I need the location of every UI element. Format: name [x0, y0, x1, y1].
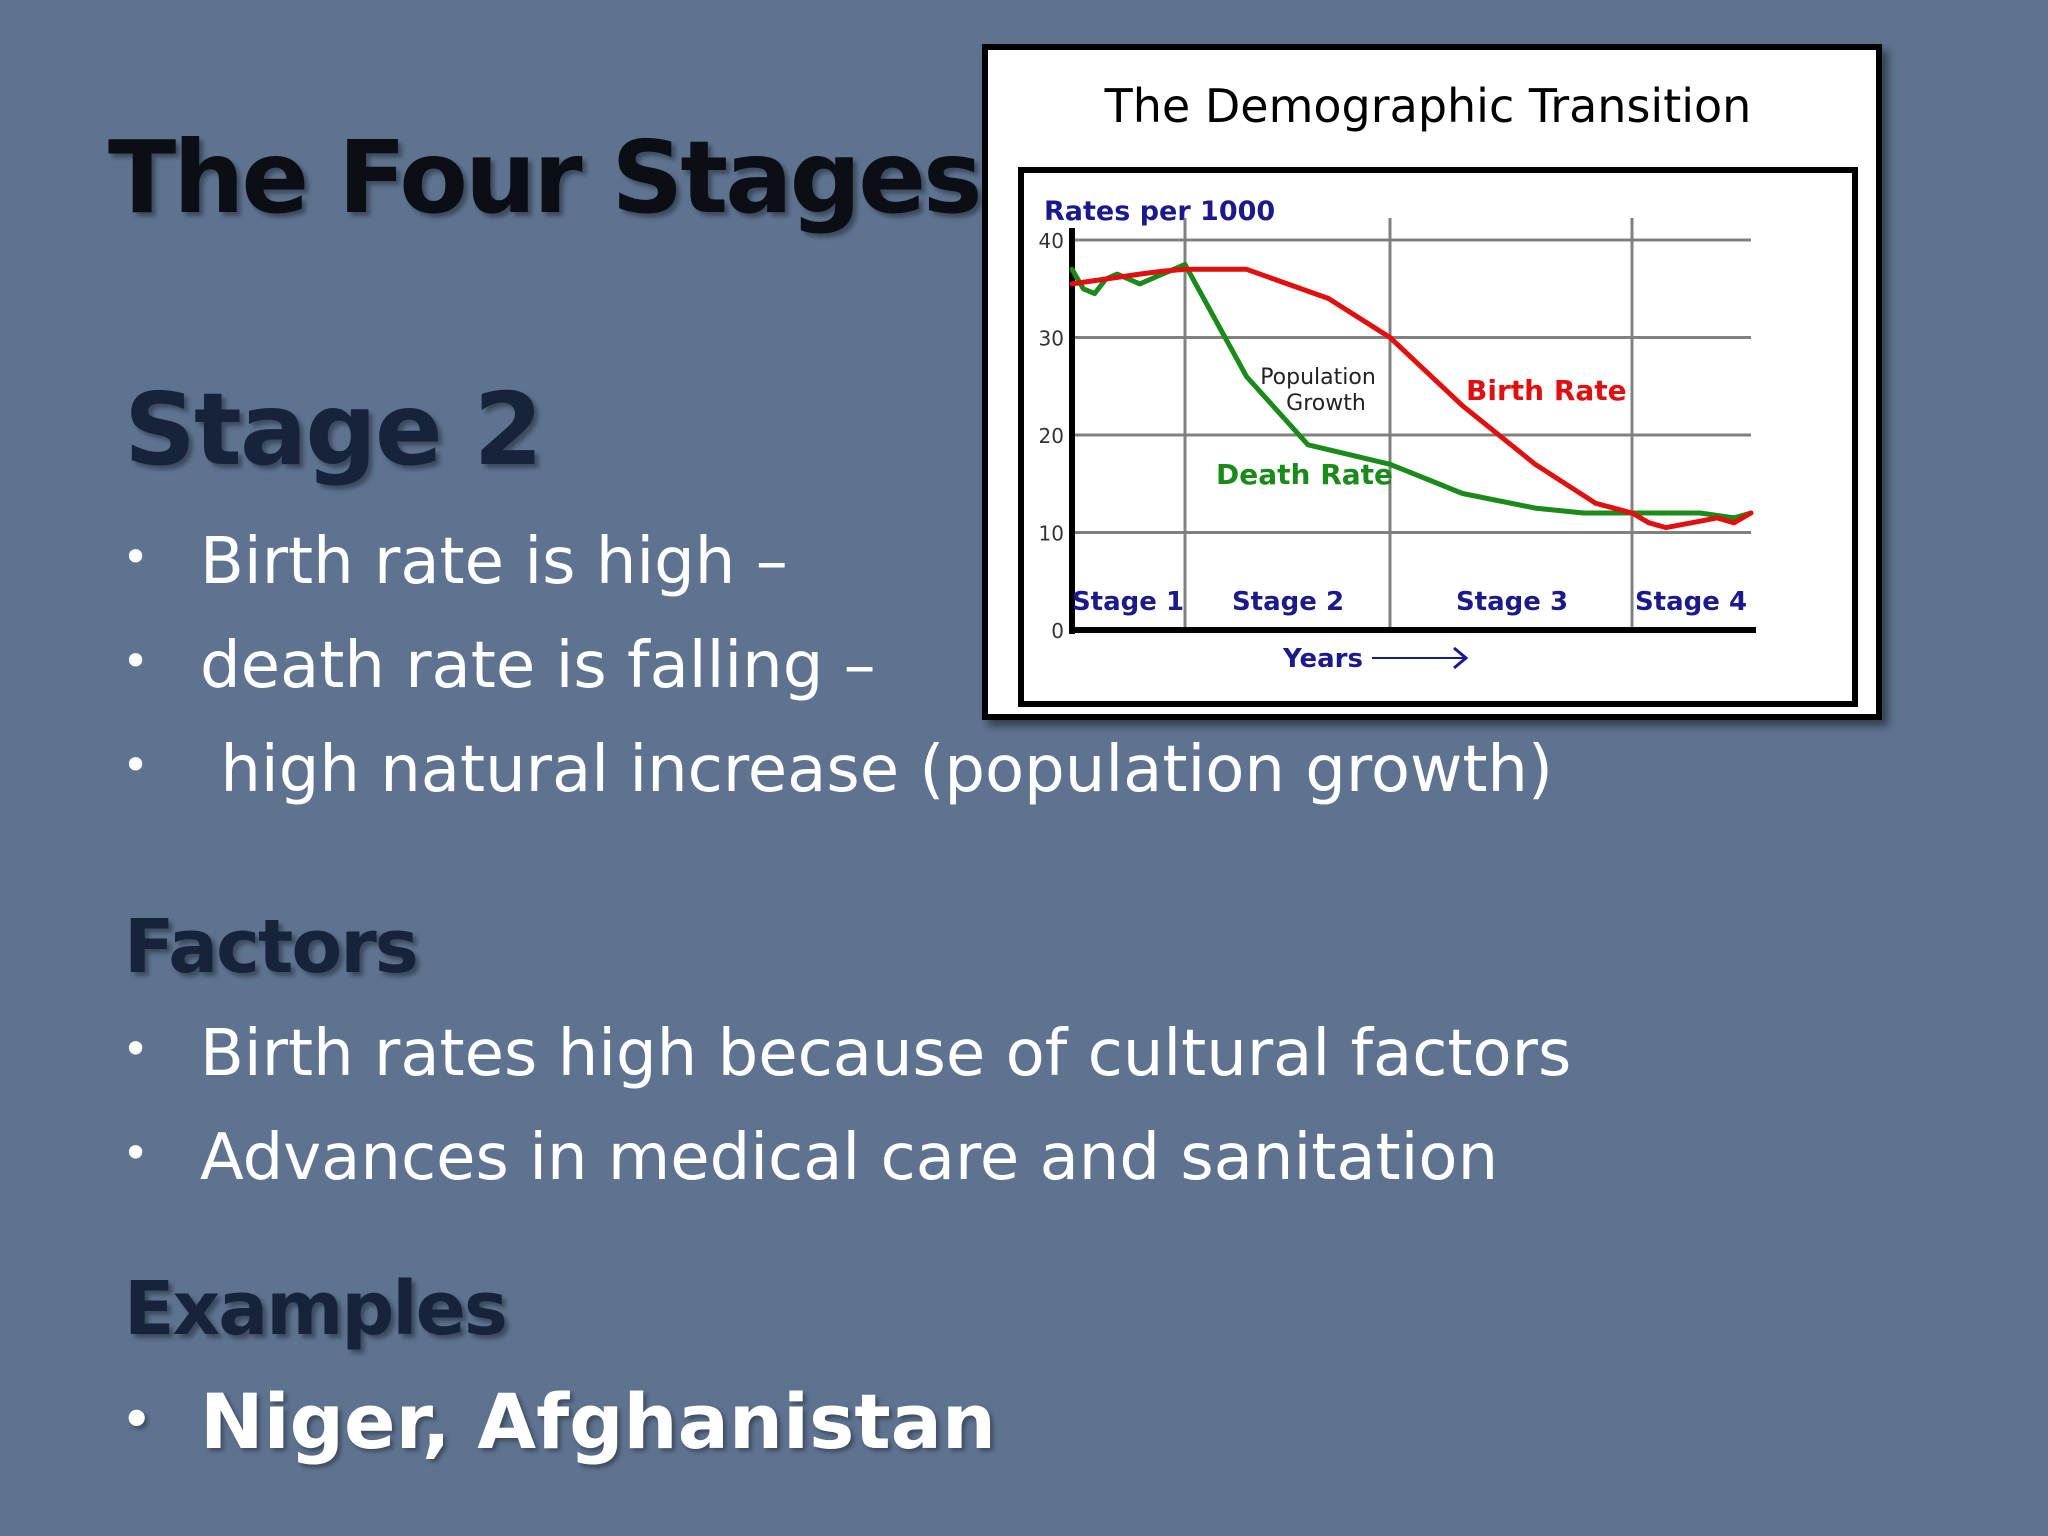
population-growth-label-line2: Growth [1286, 391, 1366, 416]
series-line-birth-rate [1069, 266, 1754, 531]
y-tick-label: 20 [1039, 424, 1064, 448]
examples-bullet-1: • Niger, Afghanistan [122, 1384, 996, 1460]
factors-bullet-1: • Birth rates high because of cultural fa… [122, 1022, 1571, 1086]
population-growth-label-line1: Population [1260, 365, 1376, 390]
stage-bullet-3: • high natural increase (population grow… [122, 738, 1553, 802]
bullet-text: Niger, Afghanistan [200, 1377, 997, 1466]
y-tick-label: 10 [1039, 522, 1064, 546]
birth-rate-label: Birth Rate [1466, 374, 1627, 407]
y-axis-label: Rates per 1000 [1044, 196, 1275, 227]
demographic-transition-chart: The Demographic Transition Rates per 100… [982, 44, 1882, 720]
stage-label-4: Stage 4 [1635, 587, 1747, 617]
stage-bullet-2: • death rate is falling – [122, 634, 876, 698]
stage-label-2: Stage 2 [1232, 587, 1344, 617]
y-tick-label: 30 [1039, 327, 1064, 351]
chart-inner-frame [1018, 167, 1858, 707]
death-rate-label: Death Rate [1216, 458, 1393, 491]
bullet-text: Birth rates high because of cultural fac… [200, 1017, 1572, 1091]
bullet-glyph: • [122, 738, 150, 793]
bullet-text: high natural increase (population growth… [200, 733, 1553, 807]
chart-title: The Demographic Transition [1104, 79, 1752, 133]
bullet-glyph: • [122, 1126, 150, 1181]
factors-heading: Factors [124, 904, 419, 990]
label-layer: 0 10 20 30 40 Birth Rate Death Rate PopulationG… [1039, 229, 1748, 674]
stage-label-3: Stage 3 [1456, 587, 1568, 617]
y-tick-label: 0 [1051, 619, 1064, 643]
factors-bullet-2: • Advances in medical care and sanitation [122, 1126, 1498, 1190]
grid-layer [1069, 218, 1756, 634]
examples-heading: Examples [124, 1266, 508, 1352]
slide-title: The Four Stages [108, 119, 983, 236]
y-tick-label: 40 [1039, 229, 1064, 253]
stage-heading: Stage 2 [124, 371, 543, 488]
bullet-glyph: • [122, 1022, 150, 1077]
bullet-glyph: • [122, 530, 150, 585]
x-axis-arrow-head [1453, 646, 1469, 670]
bullet-text: Advances in medical care and sanitation [200, 1121, 1499, 1195]
stage-bullet-1: • Birth rate is high – [122, 530, 788, 594]
chart-svg: The Demographic Transition Rates per 100… [1018, 79, 1858, 707]
stage-label-1: Stage 1 [1072, 587, 1184, 617]
series-layer [1069, 261, 1754, 531]
bullet-glyph: • [122, 1392, 152, 1446]
bullet-glyph: • [122, 634, 150, 689]
bullet-text: Birth rate is high – [200, 525, 788, 599]
x-axis-label: Years [1282, 644, 1363, 674]
bullet-text: death rate is falling – [200, 629, 876, 703]
